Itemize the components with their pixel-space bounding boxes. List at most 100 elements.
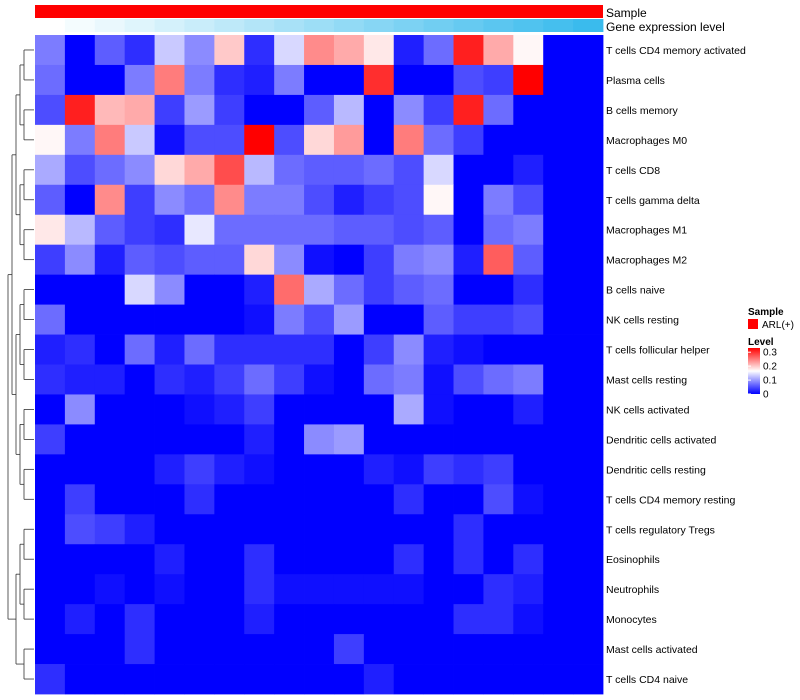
heatmap-cell — [393, 214, 425, 246]
heatmap-cell — [543, 244, 574, 276]
heatmap-cell — [423, 35, 454, 66]
heatmap-cell — [393, 394, 425, 425]
heatmap-cell — [333, 94, 365, 126]
heatmap-cell — [333, 124, 365, 156]
heatmap-cell — [483, 184, 514, 216]
heatmap-cell — [214, 94, 245, 126]
heatmap-cell — [483, 574, 514, 605]
heatmap-cell — [304, 454, 335, 485]
heatmap-cell — [543, 484, 574, 515]
legend-sample-title: Sample — [748, 307, 784, 318]
heatmap-cell — [423, 304, 454, 335]
heatmap-cell — [393, 574, 425, 605]
row-labels: T cells CD4 memory activated Plasma cells… — [606, 45, 746, 686]
heatmap-cell — [304, 184, 335, 216]
heatmap-cell — [154, 64, 185, 96]
heatmap-cell — [184, 484, 215, 515]
heatmap-cell — [423, 514, 454, 545]
heatmap-cell — [94, 514, 126, 545]
heatmap-cell — [274, 184, 305, 216]
heatmap-cell — [573, 364, 604, 395]
heatmap-cell — [154, 394, 185, 425]
heatmap-cell — [304, 634, 335, 665]
heatmap-cell — [184, 214, 215, 246]
heatmap-cell — [393, 664, 425, 695]
heatmap-cell — [184, 274, 215, 305]
heatmap-cell — [393, 484, 425, 515]
heatmap-cell — [363, 35, 395, 66]
heatmap-cell — [423, 544, 454, 575]
heatmap-cell — [483, 484, 514, 515]
heatmap-cell — [274, 304, 305, 335]
heatmap-cell — [274, 35, 305, 66]
gene-expression-annotation-cell — [244, 19, 275, 32]
row-label: Macrophages M0 — [606, 135, 687, 147]
heatmap-cell — [573, 35, 604, 66]
heatmap-cell — [274, 604, 305, 635]
heatmap-cell — [513, 634, 544, 665]
heatmap-cell — [94, 394, 126, 425]
heatmap-cell — [274, 334, 305, 365]
heatmap-cell — [214, 214, 245, 246]
heatmap-cell — [154, 94, 185, 126]
heatmap-cell — [214, 64, 245, 96]
heatmap-cell — [333, 244, 365, 276]
heatmap-cell — [453, 154, 484, 186]
heatmap-cell — [333, 274, 365, 305]
heatmap-cell — [363, 604, 395, 635]
gene-expression-annotation-cell — [363, 19, 395, 32]
heatmap-cell — [184, 184, 215, 216]
heatmap-cell — [543, 604, 574, 635]
heatmap-cell — [94, 454, 126, 485]
heatmap-cell — [363, 454, 395, 485]
heatmap-cell — [64, 274, 96, 305]
gene-expression-annotation-cell — [274, 19, 305, 32]
heatmap-cell — [154, 664, 185, 695]
heatmap-cell — [94, 244, 126, 276]
heatmap-cell — [244, 634, 275, 665]
legend-tick-label: 0.3 — [763, 348, 777, 359]
heatmap-cell — [304, 154, 335, 186]
heatmap-cell — [423, 334, 454, 365]
heatmap-cell — [35, 94, 66, 126]
heatmap-cell — [124, 304, 155, 335]
heatmap-cell — [393, 274, 425, 305]
heatmap-cell — [483, 274, 514, 305]
heatmap-cell — [483, 64, 514, 96]
heatmap-cell — [333, 514, 365, 545]
heatmap-cell — [124, 35, 155, 66]
heatmap-cells — [35, 35, 604, 695]
heatmap-cell — [244, 214, 275, 246]
heatmap-cell — [453, 35, 484, 66]
heatmap-cell — [244, 124, 275, 156]
heatmap-cell — [64, 214, 96, 246]
heatmap-cell — [423, 664, 454, 695]
heatmap-cell — [483, 424, 514, 455]
legend-tick-label: 0.1 — [763, 376, 777, 387]
heatmap-cell — [94, 664, 126, 695]
heatmap-cell — [363, 424, 395, 455]
heatmap-cell — [513, 35, 544, 66]
heatmap-cell — [124, 454, 155, 485]
heatmap-cell — [214, 514, 245, 545]
heatmap-cell — [304, 514, 335, 545]
heatmap-cell — [483, 604, 514, 635]
heatmap-cell — [393, 304, 425, 335]
gene-expression-annotation-cell — [304, 19, 335, 32]
heatmap-cell — [573, 214, 604, 246]
heatmap-cell — [453, 94, 484, 126]
heatmap-cell — [124, 604, 155, 635]
heatmap-cell — [513, 94, 544, 126]
heatmap-cell — [274, 484, 305, 515]
heatmap-cell — [573, 94, 604, 126]
gene-expression-annotation-cell — [573, 19, 604, 32]
heatmap-cell — [333, 484, 365, 515]
heatmap-cell — [304, 124, 335, 156]
heatmap-cell — [543, 664, 574, 695]
heatmap-cell — [124, 94, 155, 126]
heatmap-cell — [423, 424, 454, 455]
heatmap-cell — [393, 64, 425, 96]
heatmap-cell — [35, 544, 66, 575]
heatmap-cell — [304, 544, 335, 575]
heatmap-cell — [64, 184, 96, 216]
